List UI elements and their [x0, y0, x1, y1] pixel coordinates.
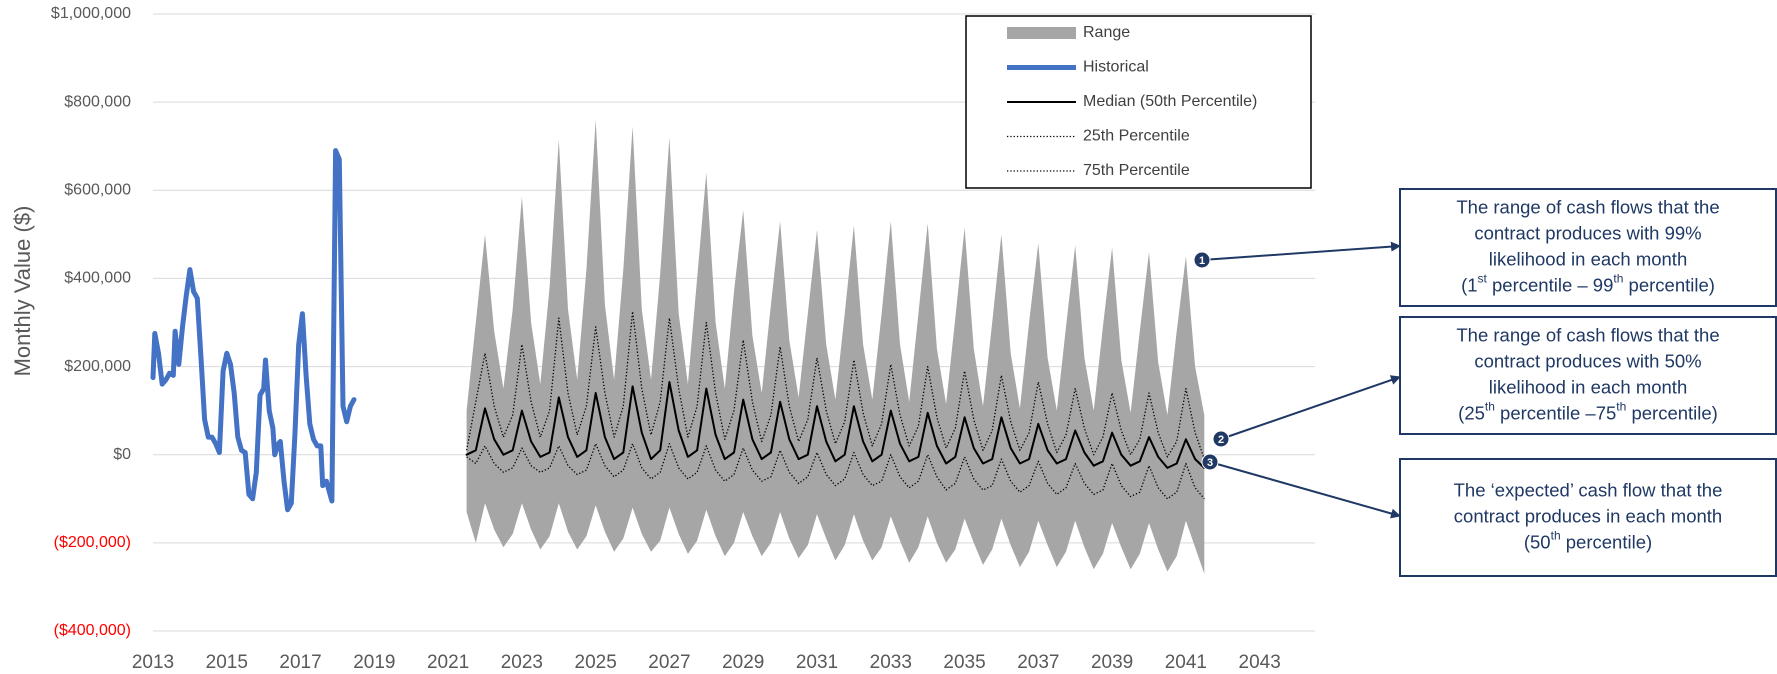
x-tick-label: 2029: [722, 652, 764, 673]
callout-text: likelihood in each month: [1489, 376, 1688, 397]
callout-box: [1399, 188, 1777, 307]
callout-text: contract produces in each month: [1454, 505, 1722, 526]
callout-text-part: likelihood in each month: [1489, 248, 1688, 269]
callout-text-part: likelihood in each month: [1489, 376, 1688, 397]
legend-label: 75th Percentile: [1083, 162, 1190, 179]
callout-text: contract produces with 99%: [1474, 222, 1701, 243]
x-tick-label: 2017: [279, 652, 321, 673]
callout-marker: [1212, 430, 1230, 448]
y-tick-label: $800,000: [64, 93, 131, 110]
y-tick-label: $1,000,000: [51, 5, 131, 22]
x-tick-label: 2043: [1239, 652, 1281, 673]
y-tick-label: $600,000: [64, 182, 131, 199]
x-tick-label: 2019: [353, 652, 395, 673]
callout-text-part: (1: [1461, 274, 1477, 295]
x-tick-label: 2025: [575, 652, 617, 673]
x-tick-label: 2039: [1091, 652, 1133, 673]
callout-text-part: The range of cash flows that the: [1456, 324, 1719, 345]
callout-marker-label: 3: [1207, 457, 1213, 469]
callout-arrow: [1201, 241, 1401, 261]
callout-arrow: [1220, 375, 1401, 440]
y-tick-label: ($400,000): [54, 622, 131, 639]
legend-swatch: [1007, 27, 1076, 39]
legend-label: Median (50th Percentile): [1083, 93, 1257, 110]
callout-text-part: percentile): [1626, 402, 1718, 423]
x-tick-label: 2041: [1165, 652, 1207, 673]
callout-box: [1399, 316, 1777, 435]
callout-text: (50th percentile): [1524, 529, 1652, 553]
callout-text-part: The range of cash flows that the: [1456, 196, 1719, 217]
callout-text: contract produces with 50%: [1474, 350, 1701, 371]
callout-text-part: (50: [1524, 531, 1551, 552]
x-tick-label: 2035: [943, 652, 985, 673]
series-line: [465, 381, 1206, 469]
callout-text-part: (25: [1458, 402, 1485, 423]
callout-text: The ‘expected’ cash flow that the: [1454, 479, 1723, 500]
callout-marker: [1193, 251, 1211, 269]
callout-text-part: th: [1616, 400, 1626, 414]
legend-label: 25th Percentile: [1083, 128, 1190, 145]
x-tick-label: 2023: [501, 652, 543, 673]
range-band: [466, 119, 1205, 574]
callout-arrow: [1209, 461, 1401, 519]
callout-text: The range of cash flows that the: [1456, 196, 1719, 217]
callout-text-part: contract produces with 50%: [1474, 350, 1701, 371]
x-tick-label: 2013: [132, 652, 174, 673]
callout-text: (25th percentile –75th percentile): [1458, 400, 1718, 424]
y-tick-label: $0: [113, 446, 131, 463]
callout-text: The range of cash flows that the: [1456, 324, 1719, 345]
callout-marker: [1201, 453, 1219, 471]
callout-marker-label: 2: [1218, 434, 1224, 446]
callout-text-part: th: [1613, 272, 1623, 286]
x-tick-label: 2021: [427, 652, 469, 673]
x-tick-label: 2037: [1017, 652, 1059, 673]
legend: Range Historical Median (50th Percentile) 2…: [965, 15, 1312, 189]
series-line: [150, 148, 357, 513]
callout-text-part: contract produces with 99%: [1474, 222, 1701, 243]
callout-text: likelihood in each month: [1489, 248, 1688, 269]
callout-text-part: th: [1485, 400, 1495, 414]
y-axis-title: Monthly Value ($): [10, 206, 35, 377]
callout-text-part: percentile –75: [1495, 402, 1616, 423]
series-line: [465, 310, 1205, 460]
series-line: [466, 443, 1205, 500]
x-tick-label: 2027: [648, 652, 690, 673]
callout-text-part: percentile – 99: [1487, 274, 1614, 295]
callout-text-part: contract produces in each month: [1454, 505, 1722, 526]
callout-box: [1399, 458, 1777, 577]
callout-text: (1st percentile – 99th percentile): [1461, 272, 1715, 296]
callout-text-part: percentile): [1623, 274, 1715, 295]
callout-text-part: st: [1478, 272, 1488, 286]
y-tick-label: $400,000: [64, 270, 131, 287]
callout-text-part: The ‘expected’ cash flow that the: [1454, 479, 1723, 500]
x-tick-label: 2031: [796, 652, 838, 673]
legend-label: Historical: [1083, 59, 1149, 76]
legend-label: Range: [1083, 24, 1130, 41]
x-tick-label: 2033: [870, 652, 912, 673]
callout-text-part: percentile): [1561, 531, 1653, 552]
y-tick-label: $200,000: [64, 358, 131, 375]
y-tick-label: ($200,000): [54, 534, 131, 551]
callout-marker-label: 1: [1199, 255, 1205, 267]
callout-text-part: th: [1551, 529, 1561, 543]
x-tick-label: 2015: [206, 652, 248, 673]
